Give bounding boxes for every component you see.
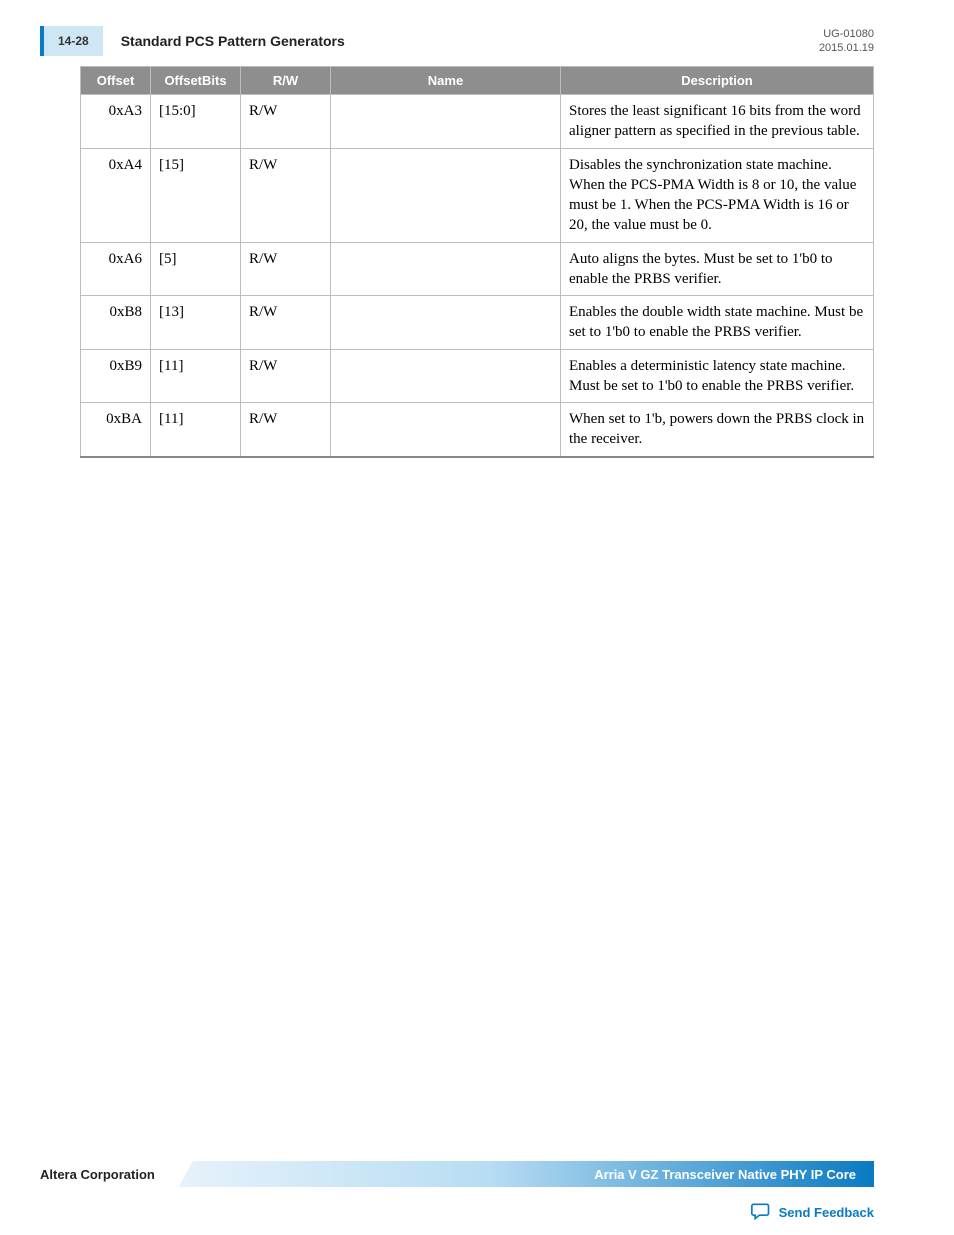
cell-name — [331, 242, 561, 296]
col-name: Name — [331, 67, 561, 95]
col-offset: Offset — [81, 67, 151, 95]
doc-id: UG-01080 — [819, 27, 874, 41]
cell-offset: 0xB8 — [81, 296, 151, 350]
table-body: 0xA3 [15:0] R/W Stores the least signifi… — [81, 95, 874, 457]
footer-bar: Altera Corporation Arria V GZ Transceive… — [40, 1161, 874, 1187]
header-right: UG-01080 2015.01.19 — [819, 27, 874, 56]
table-row: 0xA6 [5] R/W Auto aligns the bytes. Must… — [81, 242, 874, 296]
cell-name — [331, 95, 561, 149]
cell-name — [331, 148, 561, 242]
cell-name — [331, 296, 561, 350]
cell-bits: [11] — [151, 349, 241, 403]
cell-desc: Disables the synchronization state machi… — [561, 148, 874, 242]
cell-desc: Auto aligns the bytes. Must be set to 1'… — [561, 242, 874, 296]
page-footer: Altera Corporation Arria V GZ Transceive… — [40, 1161, 874, 1187]
section-title: Standard PCS Pattern Generators — [121, 33, 345, 49]
feedback-icon — [751, 1202, 771, 1223]
header-left: 14-28 Standard PCS Pattern Generators — [40, 26, 345, 56]
cell-rw: R/W — [241, 95, 331, 149]
cell-desc: Stores the least significant 16 bits fro… — [561, 95, 874, 149]
cell-bits: [15] — [151, 148, 241, 242]
cell-rw: R/W — [241, 296, 331, 350]
cell-rw: R/W — [241, 403, 331, 457]
col-rw: R/W — [241, 67, 331, 95]
page-header: 14-28 Standard PCS Pattern Generators UG… — [0, 0, 954, 66]
table-row: 0xB8 [13] R/W Enables the double width s… — [81, 296, 874, 350]
cell-offset: 0xB9 — [81, 349, 151, 403]
doc-date: 2015.01.19 — [819, 41, 874, 55]
table-header-row: Offset OffsetBits R/W Name Description — [81, 67, 874, 95]
table-row: 0xB9 [11] R/W Enables a deterministic la… — [81, 349, 874, 403]
cell-desc: When set to 1'b, powers down the PRBS cl… — [561, 403, 874, 457]
cell-desc: Enables the double width state machine. … — [561, 296, 874, 350]
cell-offset: 0xA6 — [81, 242, 151, 296]
send-feedback-link[interactable]: Send Feedback — [751, 1202, 874, 1223]
cell-bits: [11] — [151, 403, 241, 457]
table-row: 0xA4 [15] R/W Disables the synchronizati… — [81, 148, 874, 242]
cell-name — [331, 349, 561, 403]
cell-name — [331, 403, 561, 457]
cell-bits: [15:0] — [151, 95, 241, 149]
cell-desc: Enables a deterministic latency state ma… — [561, 349, 874, 403]
col-description: Description — [561, 67, 874, 95]
cell-offset: 0xA4 — [81, 148, 151, 242]
col-offsetbits: OffsetBits — [151, 67, 241, 95]
cell-rw: R/W — [241, 148, 331, 242]
table-row: 0xBA [11] R/W When set to 1'b, powers do… — [81, 403, 874, 457]
table-row: 0xA3 [15:0] R/W Stores the least signifi… — [81, 95, 874, 149]
footer-corporation: Altera Corporation — [40, 1167, 155, 1182]
register-table-wrap: Offset OffsetBits R/W Name Description 0… — [0, 66, 954, 458]
cell-rw: R/W — [241, 349, 331, 403]
cell-rw: R/W — [241, 242, 331, 296]
register-table: Offset OffsetBits R/W Name Description 0… — [80, 66, 874, 458]
cell-bits: [5] — [151, 242, 241, 296]
cell-offset: 0xA3 — [81, 95, 151, 149]
feedback-label: Send Feedback — [779, 1205, 874, 1220]
cell-bits: [13] — [151, 296, 241, 350]
cell-offset: 0xBA — [81, 403, 151, 457]
page-number-tab: 14-28 — [40, 26, 103, 56]
footer-product-ribbon[interactable]: Arria V GZ Transceiver Native PHY IP Cor… — [179, 1161, 874, 1187]
